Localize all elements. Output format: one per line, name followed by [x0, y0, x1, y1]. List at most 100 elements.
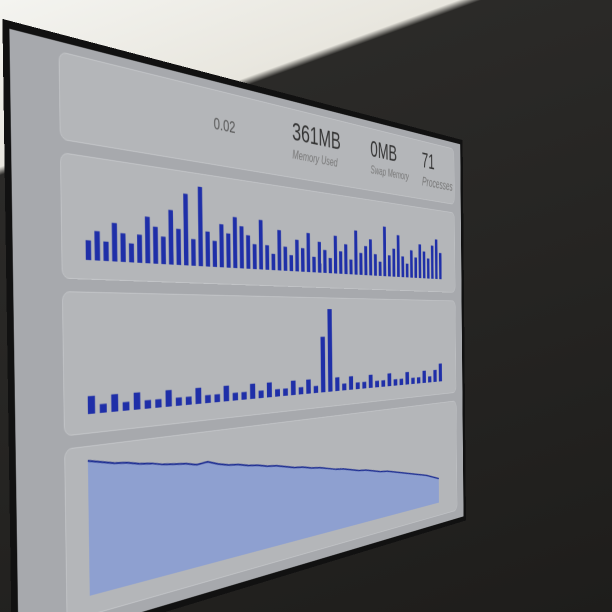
bar: [195, 388, 201, 404]
bar: [301, 248, 305, 272]
bar: [369, 375, 373, 388]
bar: [335, 377, 339, 391]
bar: [344, 244, 347, 274]
bar: [342, 383, 346, 390]
bar: [233, 217, 238, 268]
bar: [186, 396, 192, 405]
bar: [406, 264, 409, 278]
bar: [414, 257, 417, 278]
bar: [397, 235, 400, 277]
bar: [219, 224, 224, 267]
bar: [321, 337, 326, 393]
bar: [388, 255, 391, 276]
bar: [213, 241, 217, 267]
bar: [176, 397, 182, 406]
bar: [176, 229, 181, 265]
bar: [283, 388, 288, 396]
bar: [205, 395, 211, 403]
bar: [100, 404, 107, 413]
bar: [329, 258, 332, 273]
bar: [349, 376, 353, 390]
bar: [375, 381, 379, 388]
bar: [291, 381, 296, 396]
bar: [383, 227, 386, 277]
bar: [111, 394, 118, 412]
bar: [354, 230, 357, 274]
bar: [417, 377, 420, 383]
bar: [374, 254, 377, 276]
bar: [433, 370, 436, 382]
bar: [226, 233, 230, 267]
bar: [327, 309, 332, 392]
bar: [239, 226, 243, 268]
bar: [145, 400, 152, 409]
bar: [123, 402, 130, 411]
bar: [323, 250, 326, 273]
bar: [428, 376, 431, 382]
bar: [306, 233, 310, 272]
bar: [191, 239, 196, 266]
bar: [439, 363, 442, 381]
processes-label: Processes: [422, 175, 453, 195]
bar: [275, 389, 280, 397]
bar: [112, 223, 118, 262]
bar: [120, 233, 125, 262]
bar: [394, 379, 398, 386]
bar: [364, 246, 367, 275]
bar: [431, 246, 434, 279]
bar: [312, 257, 315, 273]
bar: [94, 231, 100, 261]
bar: [400, 379, 404, 386]
swap-value: 0MB: [370, 136, 397, 168]
bar: [267, 382, 272, 397]
bar: [183, 193, 188, 265]
bar: [155, 399, 161, 408]
bar: [427, 258, 430, 278]
bar: [334, 236, 338, 274]
bar: [153, 227, 158, 264]
bar: [134, 392, 141, 410]
bar: [379, 262, 382, 276]
bar: [214, 394, 220, 402]
screen: 0.02 361MB Memory Used 0MB Swap Memory 7…: [9, 29, 463, 612]
bar: [418, 244, 421, 278]
bar: [253, 244, 257, 269]
bar: [88, 396, 95, 414]
bar: [381, 380, 385, 387]
bar: [161, 236, 166, 264]
chart-panel: [64, 400, 457, 612]
bar: [299, 387, 304, 395]
bar: [145, 216, 150, 263]
bar: [295, 240, 299, 272]
bar: [233, 393, 238, 401]
bar: [401, 256, 404, 277]
bar: [439, 253, 442, 279]
bar: [423, 251, 426, 278]
bar: [265, 245, 269, 270]
bar: [259, 220, 263, 270]
swap-label: Swap Memory: [370, 164, 408, 183]
area: [88, 413, 439, 596]
bar: [306, 379, 311, 393]
bar: [359, 253, 362, 275]
bar: [259, 390, 264, 398]
bar: [272, 254, 276, 270]
bar: [411, 378, 414, 384]
bar: [205, 231, 210, 266]
bar: [388, 373, 392, 386]
bar: [356, 382, 360, 389]
bar: [246, 235, 250, 269]
bar: [224, 386, 230, 402]
bar: [314, 386, 318, 393]
bar: [250, 384, 255, 400]
bar: [289, 255, 293, 271]
bar: [241, 392, 246, 400]
bar: [129, 243, 134, 262]
bar: [349, 259, 352, 274]
bar: [405, 372, 409, 385]
bar: [318, 242, 322, 273]
bar: [168, 210, 173, 265]
bar: [277, 230, 281, 271]
bar: [392, 249, 395, 277]
